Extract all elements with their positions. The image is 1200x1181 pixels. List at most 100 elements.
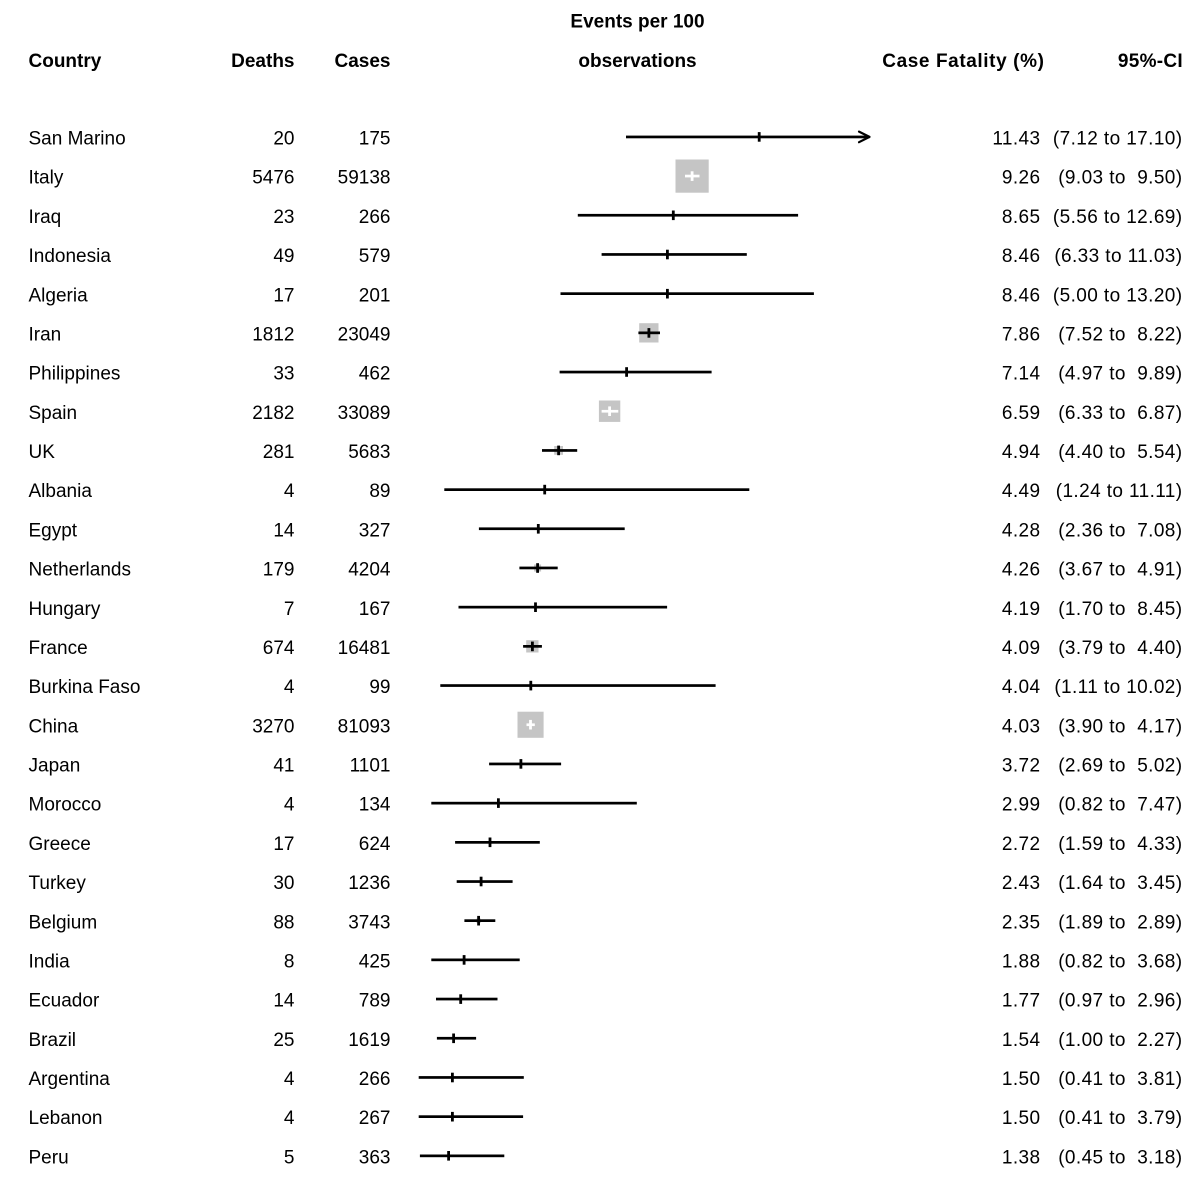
svg-text:2.72: 2.72 xyxy=(1002,834,1041,855)
svg-text:Indonesia: Indonesia xyxy=(29,246,112,267)
svg-text:Philippines: Philippines xyxy=(29,364,121,385)
svg-text:4: 4 xyxy=(284,795,295,816)
svg-text:(1.64 to 3.45): (1.64 to 3.45) xyxy=(1058,873,1182,894)
svg-text:281: 281 xyxy=(263,442,295,463)
svg-text:3270: 3270 xyxy=(252,716,294,737)
svg-text:(0.45 to 3.18): (0.45 to 3.18) xyxy=(1058,1147,1182,1168)
svg-text:23049: 23049 xyxy=(338,325,391,346)
svg-text:7: 7 xyxy=(284,599,295,620)
svg-text:20: 20 xyxy=(273,129,294,150)
svg-text:observations: observations xyxy=(578,51,696,72)
svg-text:1619: 1619 xyxy=(348,1030,390,1051)
svg-text:Country: Country xyxy=(29,51,102,72)
svg-text:Case Fatality (%): Case Fatality (%) xyxy=(882,51,1044,72)
svg-text:1.38: 1.38 xyxy=(1002,1147,1041,1168)
svg-text:23: 23 xyxy=(273,207,294,228)
svg-text:5476: 5476 xyxy=(252,168,294,189)
svg-text:4: 4 xyxy=(284,1108,295,1129)
svg-text:59138: 59138 xyxy=(338,168,391,189)
svg-text:(5.00 to 13.20): (5.00 to 13.20) xyxy=(1053,285,1183,306)
svg-text:(3.90 to 4.17): (3.90 to 4.17) xyxy=(1058,716,1182,737)
svg-text:(9.03 to 9.50): (9.03 to 9.50) xyxy=(1058,168,1182,189)
svg-text:1.54: 1.54 xyxy=(1002,1030,1041,1051)
svg-text:9.26: 9.26 xyxy=(1002,168,1041,189)
svg-text:1.77: 1.77 xyxy=(1002,991,1041,1012)
svg-text:Netherlands: Netherlands xyxy=(29,560,131,581)
svg-text:Ecuador: Ecuador xyxy=(29,991,100,1012)
svg-text:1812: 1812 xyxy=(252,325,294,346)
svg-text:(0.82 to 7.47): (0.82 to 7.47) xyxy=(1058,795,1182,816)
svg-text:2.35: 2.35 xyxy=(1002,912,1041,933)
svg-text:4.26: 4.26 xyxy=(1002,560,1041,581)
svg-text:17: 17 xyxy=(273,834,294,855)
svg-text:Cases: Cases xyxy=(335,51,391,72)
svg-text:4.49: 4.49 xyxy=(1002,481,1041,502)
svg-text:(2.69 to 5.02): (2.69 to 5.02) xyxy=(1058,756,1182,777)
svg-text:674: 674 xyxy=(263,638,295,659)
svg-text:41: 41 xyxy=(273,756,294,777)
svg-text:14: 14 xyxy=(273,520,295,541)
svg-text:30: 30 xyxy=(273,873,294,894)
svg-text:167: 167 xyxy=(359,599,391,620)
svg-text:16481: 16481 xyxy=(338,638,391,659)
svg-text:(0.82 to 3.68): (0.82 to 3.68) xyxy=(1058,952,1182,973)
svg-text:Spain: Spain xyxy=(29,403,78,424)
svg-text:99: 99 xyxy=(369,677,390,698)
svg-text:Greece: Greece xyxy=(29,834,91,855)
svg-text:Turkey: Turkey xyxy=(29,873,87,894)
svg-text:1.50: 1.50 xyxy=(1002,1069,1041,1090)
svg-text:Peru: Peru xyxy=(29,1147,69,1168)
svg-text:89: 89 xyxy=(369,481,390,502)
svg-text:4: 4 xyxy=(284,1069,295,1090)
svg-text:5: 5 xyxy=(284,1147,295,1168)
svg-text:7.86: 7.86 xyxy=(1002,325,1041,346)
svg-text:Deaths: Deaths xyxy=(231,51,294,72)
svg-text:China: China xyxy=(29,716,79,737)
svg-text:(4.97 to 9.89): (4.97 to 9.89) xyxy=(1058,364,1182,385)
svg-text:14: 14 xyxy=(273,991,295,1012)
svg-text:179: 179 xyxy=(263,560,295,581)
svg-text:(1.70 to 8.45): (1.70 to 8.45) xyxy=(1058,599,1182,620)
svg-text:49: 49 xyxy=(273,246,294,267)
svg-text:81093: 81093 xyxy=(338,716,391,737)
svg-text:Morocco: Morocco xyxy=(29,795,102,816)
svg-text:Iraq: Iraq xyxy=(29,207,62,228)
svg-text:Egypt: Egypt xyxy=(29,520,78,541)
svg-text:Iran: Iran xyxy=(29,325,62,346)
svg-text:8: 8 xyxy=(284,952,295,973)
svg-text:Hungary: Hungary xyxy=(29,599,101,620)
svg-text:8.65: 8.65 xyxy=(1002,207,1041,228)
svg-text:8.46: 8.46 xyxy=(1002,246,1041,267)
svg-text:(5.56 to 12.69): (5.56 to 12.69) xyxy=(1053,207,1183,228)
svg-text:UK: UK xyxy=(29,442,56,463)
svg-text:(7.52 to 8.22): (7.52 to 8.22) xyxy=(1058,325,1182,346)
svg-text:(6.33 to 6.87): (6.33 to 6.87) xyxy=(1058,403,1182,424)
svg-text:4.03: 4.03 xyxy=(1002,716,1041,737)
svg-text:4.19: 4.19 xyxy=(1002,599,1041,620)
svg-text:789: 789 xyxy=(359,991,391,1012)
svg-text:3743: 3743 xyxy=(348,912,390,933)
svg-text:Brazil: Brazil xyxy=(29,1030,77,1051)
svg-text:4.94: 4.94 xyxy=(1002,442,1041,463)
svg-text:Belgium: Belgium xyxy=(29,912,98,933)
svg-text:4204: 4204 xyxy=(348,560,391,581)
svg-text:(6.33 to 11.03): (6.33 to 11.03) xyxy=(1054,246,1182,267)
svg-text:6.59: 6.59 xyxy=(1002,403,1041,424)
svg-text:(1.24 to 11.11): (1.24 to 11.11) xyxy=(1056,481,1183,502)
svg-text:(3.79 to 4.40): (3.79 to 4.40) xyxy=(1058,638,1182,659)
svg-text:266: 266 xyxy=(359,207,391,228)
svg-text:India: India xyxy=(29,952,71,973)
svg-text:4: 4 xyxy=(284,677,295,698)
svg-text:(0.41 to 3.79): (0.41 to 3.79) xyxy=(1058,1108,1182,1129)
svg-text:267: 267 xyxy=(359,1108,391,1129)
svg-text:Lebanon: Lebanon xyxy=(29,1108,103,1129)
svg-text:1.50: 1.50 xyxy=(1002,1108,1041,1129)
svg-text:579: 579 xyxy=(359,246,391,267)
svg-text:Japan: Japan xyxy=(29,756,81,777)
svg-text:(1.00 to 2.27): (1.00 to 2.27) xyxy=(1058,1030,1182,1051)
svg-text:4: 4 xyxy=(284,481,295,502)
svg-text:(7.12 to 17.10): (7.12 to 17.10) xyxy=(1053,129,1183,150)
svg-text:San Marino: San Marino xyxy=(29,129,126,150)
svg-text:1236: 1236 xyxy=(348,873,390,894)
svg-text:Argentina: Argentina xyxy=(29,1069,111,1090)
